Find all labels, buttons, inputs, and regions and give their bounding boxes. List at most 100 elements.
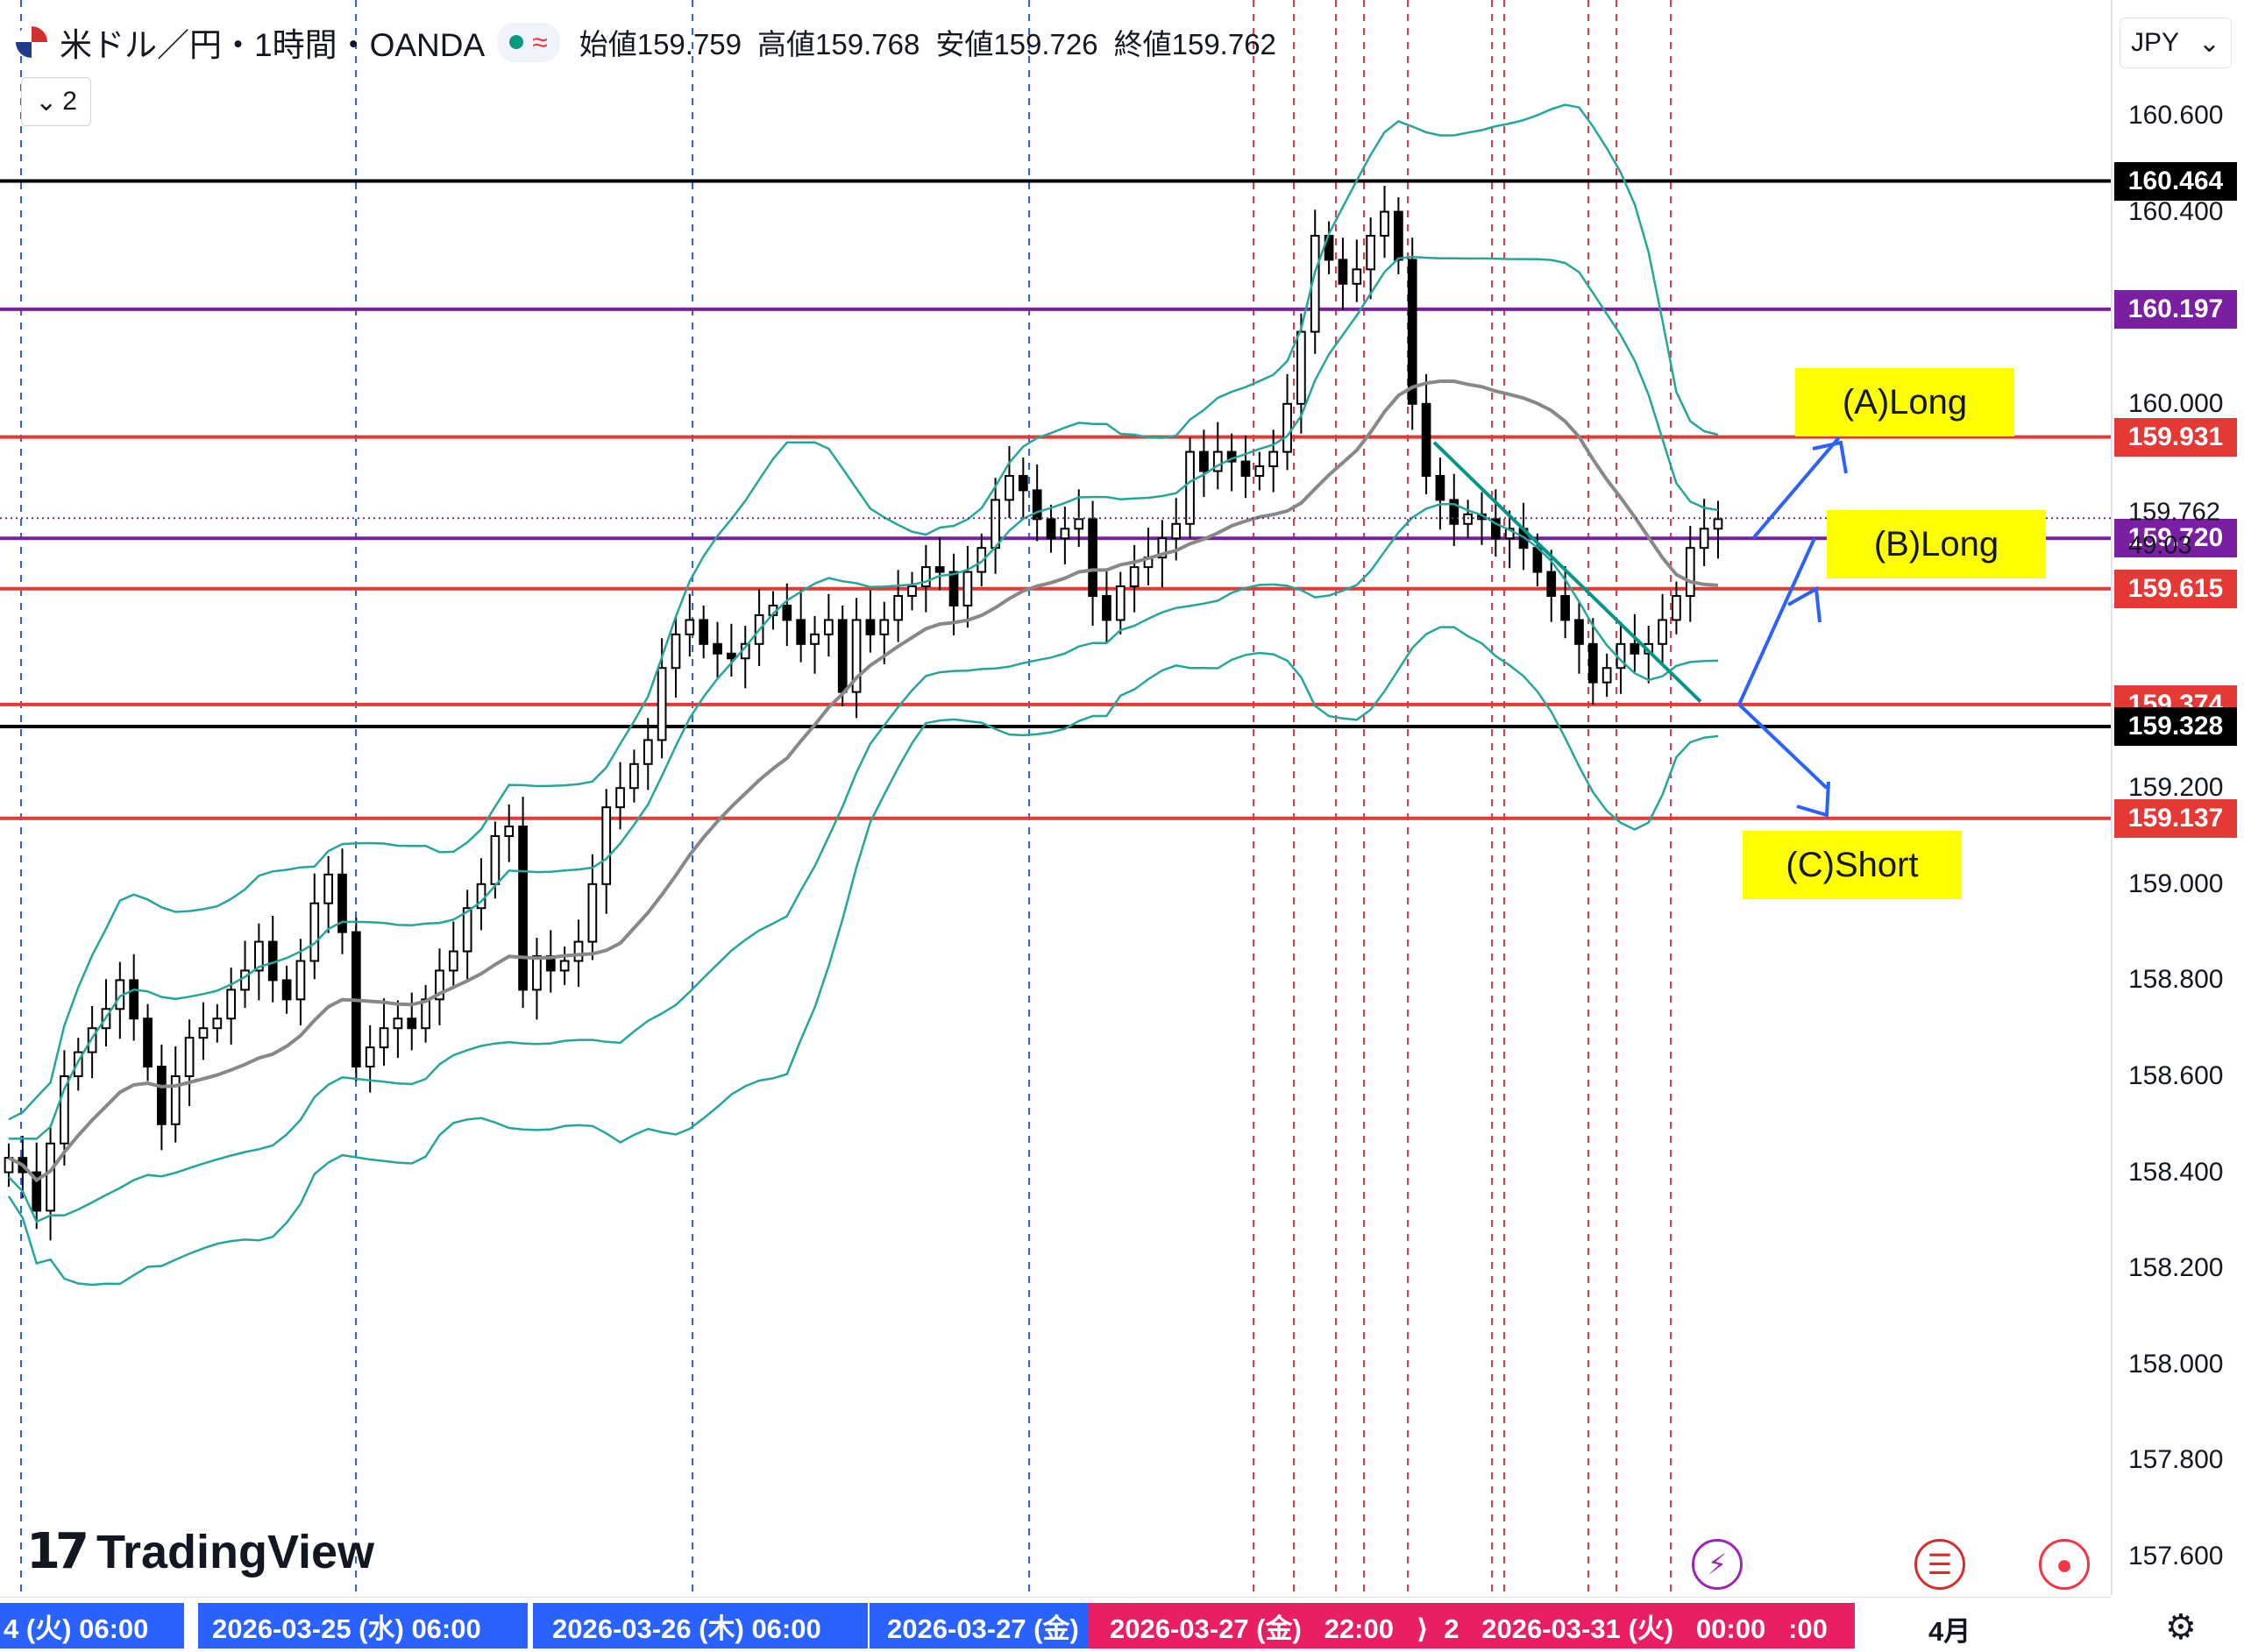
candle-body — [518, 826, 528, 991]
arrow-b-head — [1787, 585, 1821, 623]
candle-body — [1504, 528, 1515, 540]
candle-body — [629, 762, 639, 790]
candle-body — [323, 873, 333, 904]
candle-body — [671, 633, 681, 670]
arrow-c-short — [1737, 703, 1829, 790]
time-label-0: 4 (火) 06:00 — [0, 1603, 184, 1648]
candle-body — [810, 633, 820, 645]
candle-body — [504, 826, 515, 837]
candle-body — [1212, 450, 1223, 472]
candle-body — [1587, 642, 1598, 684]
currency-select[interactable]: JPY ⌄ — [2120, 18, 2232, 68]
candle-body — [448, 950, 458, 972]
candle-body — [87, 1027, 97, 1053]
us-flag-icon[interactable]: ☰ — [1914, 1539, 1965, 1590]
candle-body — [713, 642, 722, 655]
bollinger-band-upper1 — [9, 255, 1719, 1140]
candle-body — [699, 619, 709, 645]
candle-body — [46, 1142, 55, 1212]
ohlc-open: 始値159.759 — [579, 28, 742, 60]
chevron-down-icon: ⌄ — [2198, 28, 2220, 58]
candle-body — [1018, 475, 1028, 492]
candle-body — [4, 1157, 14, 1173]
arrow-b-long — [1737, 537, 1816, 705]
wave-icon: ≈ — [532, 25, 548, 58]
candle-body — [837, 619, 848, 693]
candle-body — [1185, 450, 1195, 525]
tradingview-logo-icon: 17 — [26, 1523, 89, 1580]
y-tick-label: 160.400 — [2128, 196, 2224, 226]
candle-body — [1240, 460, 1251, 477]
candle-body — [1685, 547, 1695, 598]
candle-body — [32, 1171, 42, 1212]
candle-body — [60, 1075, 69, 1145]
candle-body — [615, 787, 625, 809]
candle-body — [1449, 499, 1459, 525]
candle-body — [643, 739, 653, 765]
indicator-toggle-button[interactable]: ⌄ 2 — [21, 77, 91, 126]
candle-body — [198, 1027, 209, 1039]
candle-body — [1199, 450, 1209, 472]
candle-body — [1005, 475, 1014, 501]
chart-header: 米ドル／円・1時間・OANDA ≈ 始値159.759 高値159.768 安値… — [16, 16, 1276, 68]
lightning-icon[interactable]: ⚡ — [1692, 1539, 1743, 1590]
candle-body — [532, 955, 542, 991]
price-axis[interactable] — [2111, 0, 2244, 1595]
symbol-title[interactable]: 米ドル／円・1時間・OANDA — [60, 27, 486, 63]
price-chart[interactable] — [0, 0, 2111, 1597]
candle-body — [143, 1017, 153, 1068]
candle-body — [309, 902, 320, 962]
candle-body — [1574, 619, 1584, 645]
candle-body — [1157, 537, 1168, 559]
price-label-160.464: 160.464 — [2114, 161, 2237, 201]
market-status-pill[interactable]: ≈ — [497, 22, 560, 62]
candle-body — [865, 619, 876, 635]
candle-body — [976, 547, 987, 573]
y-tick-label: 158.400 — [2128, 1157, 2224, 1187]
candle-body — [1407, 259, 1417, 405]
annotation-a-long: (A)Long — [1795, 368, 2014, 436]
candle-body — [1282, 402, 1292, 453]
candle-body — [1713, 518, 1723, 530]
candle-body — [462, 907, 472, 953]
time-axis[interactable]: 4 (火) 06:00 2026-03-25 (水) 06:00 2026-03… — [0, 1597, 2111, 1652]
ohlc-high: 高値159.768 — [757, 28, 920, 60]
y-tick-label: 158.800 — [2128, 965, 2224, 995]
record-icon[interactable]: ● — [2039, 1539, 2090, 1590]
time-label-2: 2026-03-26 (木) 06:00 — [533, 1603, 868, 1648]
trend-line — [1432, 441, 1702, 703]
time-label-1: 2026-03-25 (水) 06:00 — [198, 1603, 528, 1648]
candle-body — [240, 969, 250, 991]
arrow-c-head — [1796, 781, 1830, 818]
candle-body — [1296, 330, 1306, 405]
candle-body — [685, 619, 695, 635]
candle-body — [295, 960, 306, 1001]
candle-body — [170, 1075, 181, 1125]
candle-body — [1658, 619, 1667, 645]
candle-body — [365, 1046, 375, 1068]
candle-body — [281, 979, 292, 1001]
month-label: 4月 — [1928, 1616, 1971, 1647]
candle-body — [226, 989, 237, 1020]
candle-body — [1338, 259, 1348, 285]
candle-body — [1546, 571, 1557, 597]
y-tick-label: 157.600 — [2128, 1542, 2224, 1570]
candle-body — [337, 873, 347, 933]
last-price-value: 159.762 — [2128, 498, 2220, 527]
settings-gear-icon[interactable]: ⚙ — [2165, 1608, 2197, 1647]
candle-body — [73, 1051, 83, 1077]
candle-body — [1699, 528, 1709, 549]
y-tick-label: 157.800 — [2128, 1445, 2224, 1475]
candle-body — [1421, 402, 1431, 477]
candle-body — [851, 619, 862, 693]
chevron-down-icon: ⌄ — [35, 87, 58, 117]
y-tick-label: 159.200 — [2128, 773, 2224, 803]
candle-body — [601, 806, 612, 885]
candle-body — [1463, 513, 1473, 525]
candle-body — [1115, 585, 1126, 621]
candle-body — [991, 499, 1000, 549]
tradingview-logo[interactable]: 17 TradingView — [26, 1523, 375, 1580]
price-label-159.328: 159.328 — [2114, 707, 2237, 747]
candle-body — [1435, 475, 1445, 501]
candle-body — [1630, 642, 1640, 655]
